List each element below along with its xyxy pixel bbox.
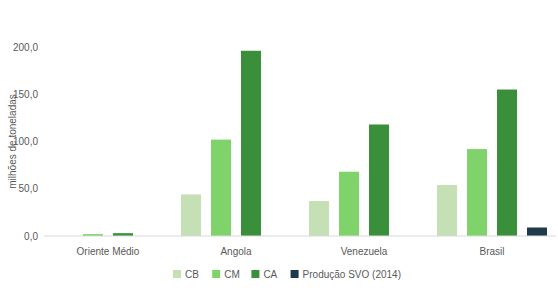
bar [369, 124, 389, 236]
bar [527, 227, 547, 236]
y-tick [41, 188, 44, 189]
y-tick [41, 47, 44, 48]
legend-swatch [251, 270, 259, 278]
x-axis [44, 236, 556, 237]
bars [83, 51, 547, 236]
legend-label: CM [224, 269, 240, 280]
legend-swatch [173, 270, 181, 278]
bar [467, 149, 487, 236]
legend-label: CA [263, 269, 277, 280]
y-tick [41, 94, 44, 95]
x-tick-label: Venezuela [341, 246, 388, 257]
y-tick-label: 150,0 [13, 89, 38, 100]
y-tick-label: 100,0 [13, 136, 38, 147]
legend-label: CB [185, 269, 199, 280]
y-tick-label: 0,0 [24, 231, 38, 242]
legend: CB CM CA Produção SVO (2014) [173, 269, 401, 280]
bar [241, 51, 261, 236]
y-tick [41, 141, 44, 142]
x-tick-label: Angola [220, 246, 252, 257]
x-tick-label: Brasil [479, 246, 504, 257]
legend-swatch [212, 270, 220, 278]
y-tick [41, 236, 44, 237]
bar [181, 194, 201, 236]
bar [211, 140, 231, 236]
bar [309, 201, 329, 236]
y-tick-label: 50,0 [19, 183, 39, 194]
y-tick-label: 200,0 [13, 42, 38, 53]
bar [497, 90, 517, 236]
chart: milhões de toneladas0,050,0100,0150,0200… [0, 0, 558, 290]
legend-label: Produção SVO (2014) [303, 269, 401, 280]
bar [339, 172, 359, 236]
bar [437, 185, 457, 236]
x-tick-label: Oriente Médio [77, 246, 140, 257]
legend-swatch [291, 270, 299, 278]
